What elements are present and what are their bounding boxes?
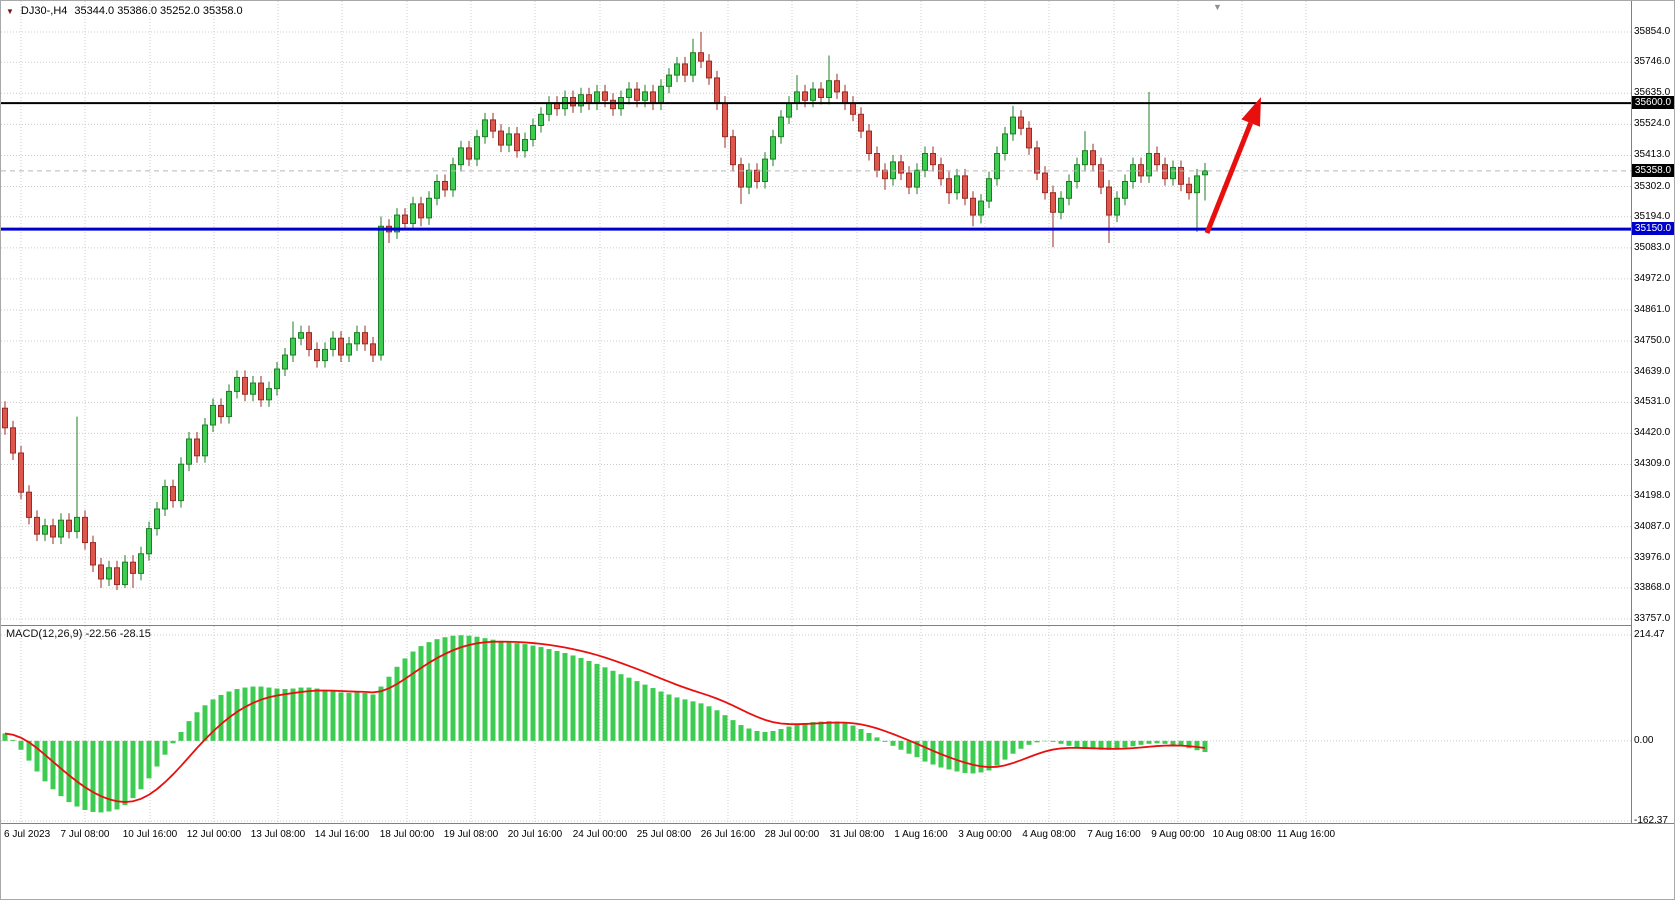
candles: [2, 32, 1208, 591]
time-axis-label: 9 Aug 00:00: [1151, 829, 1205, 840]
price-axis-label: 34309.0: [1634, 458, 1671, 470]
time-axis-label: 18 Jul 00:00: [379, 829, 435, 840]
price-badge-35358: 35358.0: [1632, 163, 1674, 177]
trend-arrow-head[interactable]: [1241, 97, 1261, 127]
time-axis-label: 28 Jul 00:00: [764, 829, 820, 840]
macd-panel[interactable]: MACD(12,26,9) -22.56 -28.15: [1, 626, 1633, 823]
price-axis-label: 35083.0: [1634, 241, 1671, 253]
time-axis-label: 3 Aug 00:00: [958, 829, 1012, 840]
symbol-timeframe-label: DJ30-,H4: [20, 5, 68, 17]
price-badge-35600: 35600.0: [1632, 96, 1674, 110]
price-axis-label: 34972.0: [1634, 272, 1671, 284]
price-axis-label: 34087.0: [1634, 520, 1671, 532]
time-axis-label: 11 Aug 16:00: [1276, 829, 1336, 840]
panel-separator[interactable]: [1, 625, 1674, 626]
symbol-dropdown-icon[interactable]: ▼: [6, 6, 14, 16]
price-gridlines: [1, 1, 1633, 625]
macd-gridlines: [1, 626, 1633, 823]
price-axis-label: 34531.0: [1634, 396, 1671, 408]
time-axis-label: 10 Aug 08:00: [1212, 829, 1272, 840]
time-axis-label: 12 Jul 00:00: [186, 829, 242, 840]
time-axis-label: 31 Jul 08:00: [829, 829, 885, 840]
time-axis-label: 10 Jul 16:00: [122, 829, 178, 840]
macd-axis-label: -162.37: [1634, 815, 1668, 826]
time-axis[interactable]: 6 Jul 2023 7 Jul 08:00 10 Jul 16:00 12 Jul …: [1, 823, 1674, 848]
time-axis-label: 7 Jul 08:00: [60, 829, 110, 840]
price-axis-label: 35746.0: [1634, 56, 1671, 68]
price-axis-label: 34420.0: [1634, 427, 1671, 439]
price-axis-label: 33976.0: [1634, 551, 1671, 563]
price-panel[interactable]: ▼ DJ30-,H4 35344.0 35386.0 35252.0 35358…: [1, 1, 1633, 625]
price-axis-label: 34861.0: [1634, 303, 1671, 315]
time-axis-label: 25 Jul 08:00: [636, 829, 692, 840]
time-axis-label: 1 Aug 16:00: [894, 829, 948, 840]
price-axis-label: 35635.0: [1634, 87, 1671, 99]
macd-axis-label: 0.00: [1634, 734, 1654, 746]
macd-signal-line: [4, 640, 1206, 803]
time-axis-label: 20 Jul 16:00: [507, 829, 563, 840]
time-axis-label: 13 Jul 08:00: [250, 829, 306, 840]
time-axis-label: 6 Jul 2023: [4, 829, 51, 840]
macd-axis-label: 214.47: [1634, 629, 1665, 640]
time-axis-label: 19 Jul 08:00: [443, 829, 499, 840]
price-axis-label: 35854.0: [1634, 26, 1671, 37]
candlestick-chart[interactable]: [1, 1, 1633, 625]
price-axis-label: 35194.0: [1634, 210, 1671, 222]
macd-chart[interactable]: [1, 626, 1633, 823]
macd-indicator-label: MACD(12,26,9) -22.56 -28.15: [6, 628, 151, 640]
price-axis-label: 34639.0: [1634, 366, 1671, 378]
price-axis-label: 34198.0: [1634, 489, 1671, 501]
time-axis-label: 26 Jul 16:00: [700, 829, 756, 840]
ohlc-values: 35344.0 35386.0 35252.0 35358.0: [74, 5, 243, 17]
price-axis-label: 33868.0: [1634, 581, 1671, 593]
macd-histogram: [2, 635, 1208, 813]
chart-shift-icon[interactable]: ▼: [1213, 2, 1222, 12]
trend-arrow-line[interactable]: [1204, 122, 1253, 234]
price-axis-label: 35413.0: [1634, 149, 1671, 161]
time-axis-label: 24 Jul 00:00: [572, 829, 628, 840]
time-axis-label: 7 Aug 16:00: [1087, 829, 1141, 840]
price-axis-label: 33757.0: [1634, 613, 1671, 624]
symbol-info: ▼ DJ30-,H4 35344.0 35386.0 35252.0 35358…: [6, 5, 243, 17]
time-axis-label: 4 Aug 08:00: [1022, 829, 1076, 840]
price-badge-35150: 35150.0: [1632, 222, 1674, 236]
price-axis-label: 35302.0: [1634, 180, 1671, 192]
price-axis[interactable]: 35854.0 35746.0 35635.0 35524.0 35413.0 35302…: [1631, 1, 1674, 826]
time-axis-label: 14 Jul 16:00: [314, 829, 370, 840]
price-axis-label: 35524.0: [1634, 118, 1671, 130]
price-axis-label: 34750.0: [1634, 335, 1671, 347]
